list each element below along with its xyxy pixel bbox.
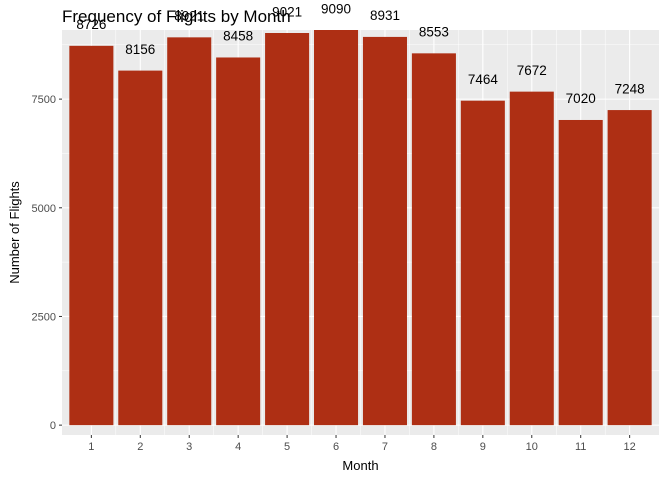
y-tick-label: 7500 — [32, 94, 56, 106]
x-tick-label: 12 — [624, 441, 636, 453]
chart-title: Frequency of Flights by Month — [62, 7, 291, 26]
data-label-month-8: 8553 — [419, 25, 449, 40]
x-tick-label: 4 — [235, 441, 241, 453]
x-tick-label: 10 — [526, 441, 538, 453]
data-label-month-12: 7248 — [615, 81, 645, 96]
bar-month-6 — [314, 30, 359, 426]
data-label-month-3: 8921 — [174, 9, 204, 24]
data-label-month-5: 9021 — [272, 4, 302, 19]
x-axis-title: Month — [342, 458, 378, 473]
bar-month-12 — [607, 110, 652, 426]
bar-month-5 — [265, 32, 310, 426]
x-tick-label: 8 — [431, 441, 437, 453]
y-tick-label: 5000 — [32, 203, 56, 215]
x-tick-label: 7 — [382, 441, 388, 453]
data-label-month-10: 7672 — [517, 63, 547, 78]
bar-month-10 — [509, 91, 554, 426]
y-axis: 0 2500 5000 7500 — [32, 94, 62, 432]
y-axis-title: Number of Flights — [7, 181, 22, 284]
bar-month-3 — [167, 37, 212, 426]
y-tick-label: 2500 — [32, 311, 56, 323]
bar-month-9 — [460, 100, 505, 426]
bar-month-8 — [411, 53, 456, 426]
x-tick-label: 6 — [333, 441, 339, 453]
data-label-month-6: 9090 — [321, 1, 351, 16]
x-tick-label: 11 — [575, 441, 586, 453]
bar-month-2 — [118, 70, 163, 426]
bar-month-7 — [362, 36, 407, 426]
data-label-month-4: 8458 — [223, 29, 253, 44]
x-axis: 1 2 3 4 5 6 7 8 9 10 11 12 — [88, 435, 636, 453]
data-label-month-7: 8931 — [370, 8, 400, 23]
bar-month-4 — [216, 57, 261, 426]
x-tick-label: 3 — [186, 441, 192, 453]
x-tick-label: 5 — [284, 441, 290, 453]
x-tick-label: 2 — [137, 441, 143, 453]
data-label-month-9: 7464 — [468, 72, 499, 87]
bar-month-1 — [69, 45, 114, 426]
data-label-month-2: 8156 — [125, 42, 155, 57]
x-tick-label: 9 — [480, 441, 486, 453]
data-label-month-11: 7020 — [566, 91, 596, 106]
data-labels-group: 8726 8156 8921 8458 9021 9090 8931 8553 7464 7672… — [76, 1, 644, 106]
y-tick-label: 0 — [50, 420, 56, 432]
data-label-month-1: 8726 — [76, 17, 106, 32]
bars-group — [69, 30, 652, 426]
bar-month-11 — [558, 119, 603, 426]
x-tick-label: 1 — [88, 441, 94, 453]
